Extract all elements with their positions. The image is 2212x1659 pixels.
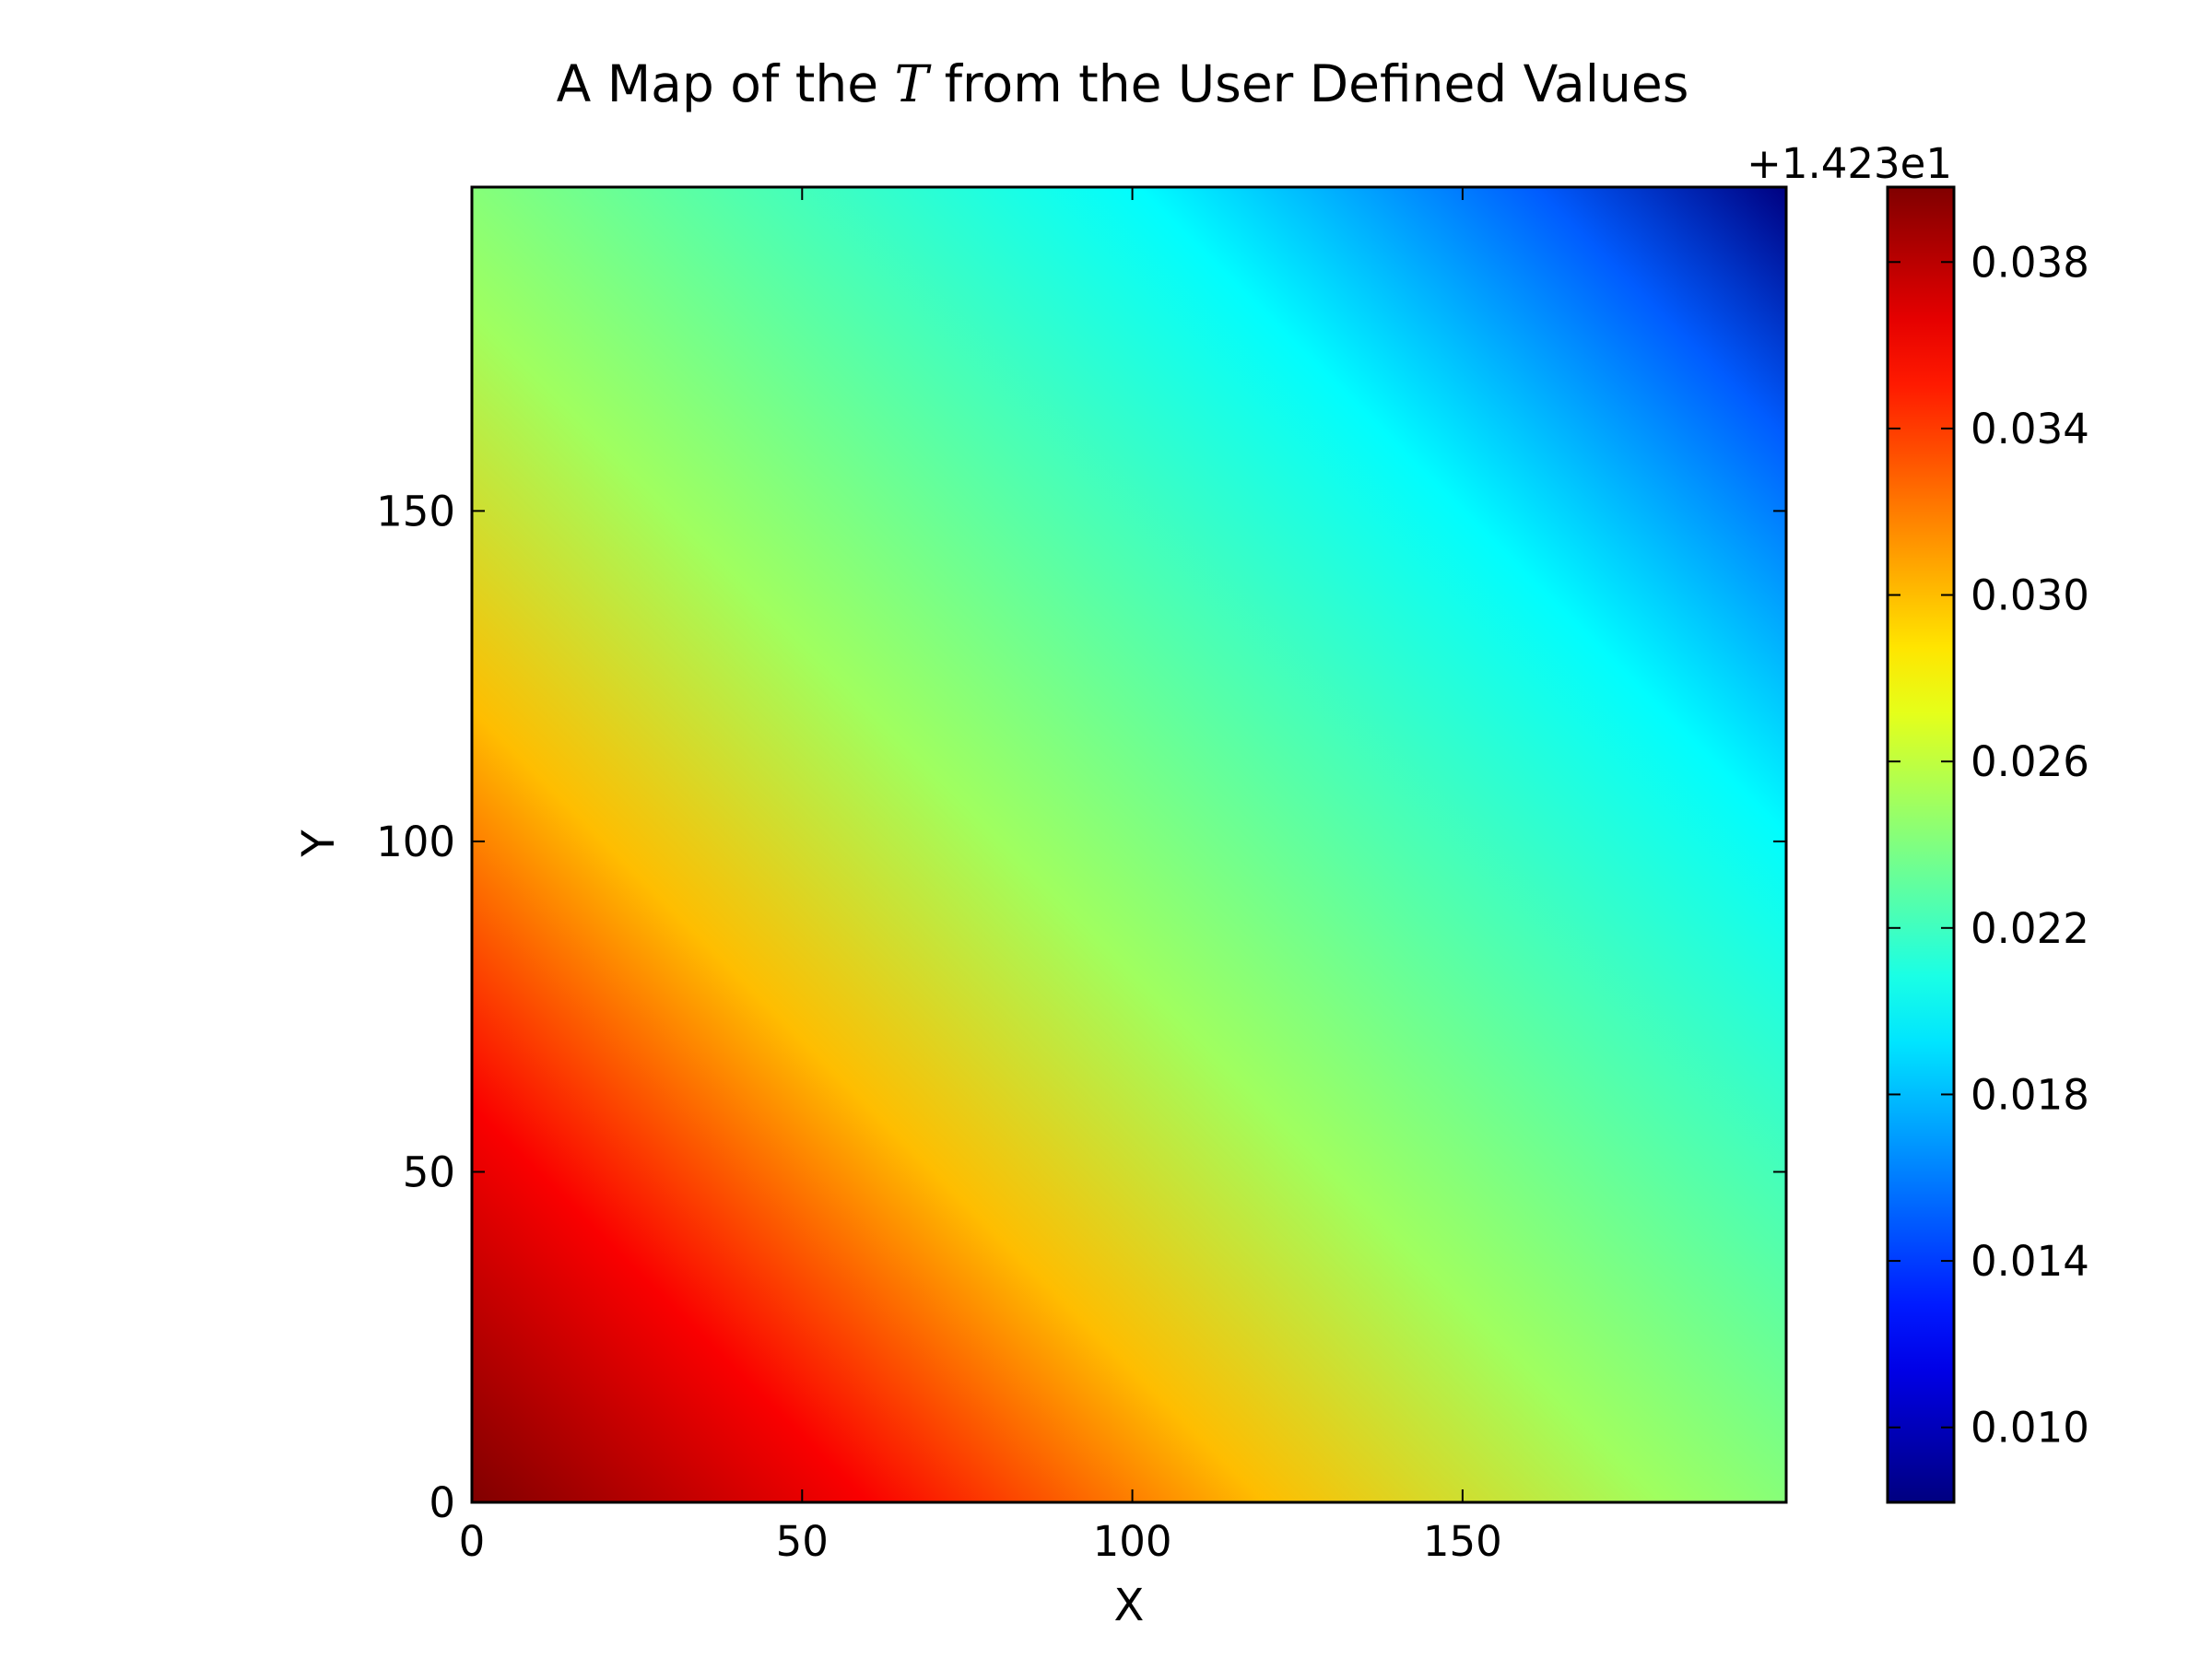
- colorbar-frame: [1886, 185, 1956, 1504]
- y-tick-label: 50: [403, 1147, 455, 1196]
- colorbar: 0.010 0.014 0.018 0.022 0.026 0.030 0.034 0.038: [1886, 185, 2089, 1504]
- x-tick-label: 150: [1423, 1517, 1502, 1566]
- colorbar-offset-label: +1.423e1: [1747, 139, 1952, 188]
- colorbar-tick-label: 0.038: [1971, 238, 2089, 287]
- plot-frame: [470, 185, 1788, 1504]
- x-tick-label: 50: [776, 1517, 829, 1566]
- chart-title: A Map of the T from the User Defined Val…: [557, 54, 1689, 113]
- colorbar-tick-label: 0.014: [1971, 1237, 2089, 1286]
- plot-area: [472, 187, 1786, 1502]
- colorbar-tick-label: 0.030: [1971, 571, 2089, 620]
- colorbar-ticks: 0.010 0.014 0.018 0.022 0.026 0.030 0.034 0.038: [1888, 238, 2089, 1453]
- colorbar-tick-label: 0.034: [1971, 405, 2089, 453]
- colorbar-tick-label: 0.010: [1971, 1404, 2089, 1453]
- colorbar-tick-label: 0.022: [1971, 904, 2089, 953]
- colorbar-tick-label: 0.026: [1971, 737, 2089, 786]
- x-tick-label: 100: [1093, 1517, 1172, 1566]
- y-tick-label: 150: [376, 487, 455, 535]
- heatmap-field: [472, 187, 1786, 1502]
- x-axis-label: X: [1114, 1580, 1145, 1631]
- y-tick-label: 100: [376, 818, 455, 866]
- y-axis-ticks: 0 50 100 150: [376, 487, 1786, 1527]
- colorbar-fill: [1888, 187, 1954, 1502]
- colorbar-tick-label: 0.018: [1971, 1070, 2089, 1119]
- x-tick-label: 0: [459, 1517, 486, 1566]
- y-axis-label: Y: [293, 830, 345, 858]
- y-tick-label: 0: [429, 1478, 455, 1527]
- x-axis-ticks: 0 50 100 150: [459, 187, 1502, 1566]
